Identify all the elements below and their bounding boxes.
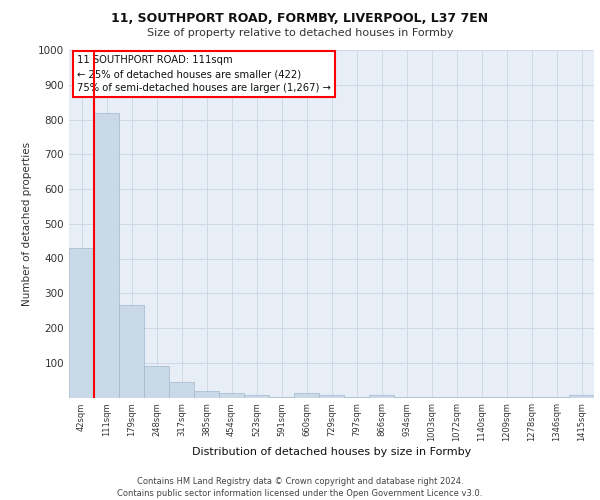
Bar	[244, 395, 269, 398]
Bar	[194, 390, 219, 398]
Bar	[69, 248, 94, 398]
Text: Size of property relative to detached houses in Formby: Size of property relative to detached ho…	[147, 28, 453, 38]
Bar	[319, 395, 344, 398]
Text: 11, SOUTHPORT ROAD, FORMBY, LIVERPOOL, L37 7EN: 11, SOUTHPORT ROAD, FORMBY, LIVERPOOL, L…	[112, 12, 488, 26]
Bar	[294, 393, 319, 398]
Text: Contains HM Land Registry data © Crown copyright and database right 2024.
Contai: Contains HM Land Registry data © Crown c…	[118, 476, 482, 498]
X-axis label: Distribution of detached houses by size in Formby: Distribution of detached houses by size …	[192, 447, 471, 457]
Text: 11 SOUTHPORT ROAD: 111sqm
← 25% of detached houses are smaller (422)
75% of semi: 11 SOUTHPORT ROAD: 111sqm ← 25% of detac…	[77, 55, 331, 93]
Bar	[144, 366, 169, 398]
Bar	[369, 395, 394, 398]
Bar	[94, 112, 119, 398]
Bar	[569, 395, 594, 398]
Y-axis label: Number of detached properties: Number of detached properties	[22, 142, 32, 306]
Bar	[169, 382, 194, 398]
Bar	[119, 306, 144, 398]
Bar	[219, 393, 244, 398]
